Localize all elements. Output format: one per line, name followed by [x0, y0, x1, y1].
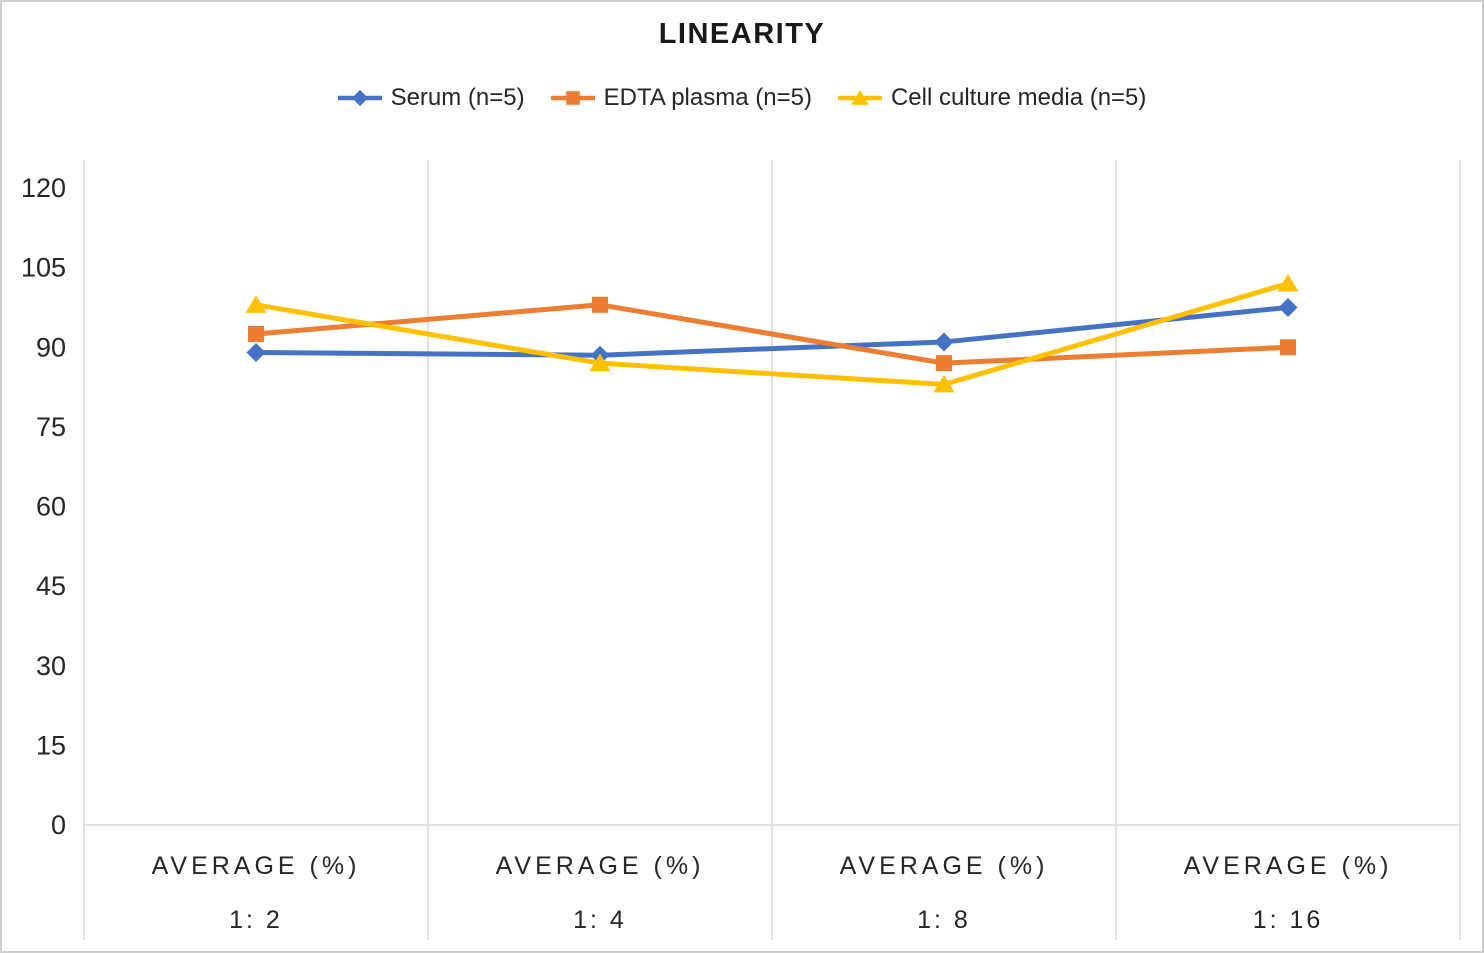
legend-label: EDTA plasma (n=5) — [603, 84, 812, 111]
series-edta-plasma-n-5 — [248, 296, 1296, 372]
x-category-label: 1: 16 — [1253, 906, 1324, 934]
legend-label: Cell culture media (n=5) — [890, 84, 1147, 111]
diamond-marker — [1278, 297, 1298, 317]
series-cell-culture-media-n-5 — [245, 274, 1299, 393]
y-tick-label: 0 — [51, 810, 66, 840]
triangle-legend-marker-icon — [837, 89, 882, 105]
diamond-marker — [351, 89, 368, 107]
chart-title: LINEARITY — [658, 18, 826, 50]
square-marker — [565, 91, 580, 105]
series-line — [253, 304, 1291, 358]
x-category-label: 1: 4 — [573, 906, 627, 934]
y-tick-label: 120 — [21, 173, 66, 203]
triangle-marker — [933, 374, 955, 393]
diamond-legend-marker-icon — [337, 89, 382, 107]
legend-item-cell-culture-media-n-5: Cell culture media (n=5) — [837, 84, 1147, 112]
y-tick-label: 75 — [36, 412, 66, 442]
x-axis-labels: AVERAGE (%) 1: 2 AVERAGE (%) 1: 4 AVERAGE (%… — [152, 852, 1393, 934]
series-line — [253, 281, 1291, 387]
legend-item-edta-plasma-n-5: EDTA plasma (n=5) — [550, 84, 812, 112]
triangle-marker — [1277, 274, 1299, 292]
diamond-marker — [934, 332, 954, 352]
x-category-label: 1: 2 — [229, 906, 283, 934]
square-marker — [1280, 339, 1296, 356]
x-group-label: AVERAGE (%) — [152, 852, 361, 880]
y-tick-label: 90 — [36, 332, 66, 362]
square-marker — [248, 325, 264, 342]
y-axis-tick-labels: 0 15 30 45 60 75 90 105 120 — [21, 173, 66, 840]
square-legend-marker-icon — [550, 91, 595, 105]
y-tick-label: 105 — [21, 253, 66, 283]
diamond-marker — [246, 343, 266, 363]
square-marker — [592, 296, 608, 313]
x-group-label: AVERAGE (%) — [1184, 852, 1393, 880]
y-tick-label: 60 — [36, 492, 66, 522]
legend: Serum (n=5) EDTA plasma (n=5) Cell culture… — [2, 84, 1482, 112]
series-serum-n-5 — [246, 297, 1298, 365]
legend-item-serum-n-5: Serum (n=5) — [337, 84, 525, 112]
y-tick-label: 30 — [36, 651, 66, 681]
x-group-label: AVERAGE (%) — [496, 852, 705, 880]
gridlines — [83, 160, 1461, 940]
triangle-marker — [245, 295, 267, 313]
triangle-marker — [589, 353, 611, 372]
y-tick-label: 45 — [36, 571, 66, 601]
y-tick-label: 15 — [36, 730, 66, 760]
triangle-marker — [851, 89, 869, 105]
legend-label: Serum (n=5) — [390, 84, 525, 111]
square-marker — [936, 355, 952, 372]
series-line — [253, 302, 1291, 366]
x-category-label: 1: 8 — [917, 906, 971, 934]
x-group-label: AVERAGE (%) — [840, 852, 1049, 880]
